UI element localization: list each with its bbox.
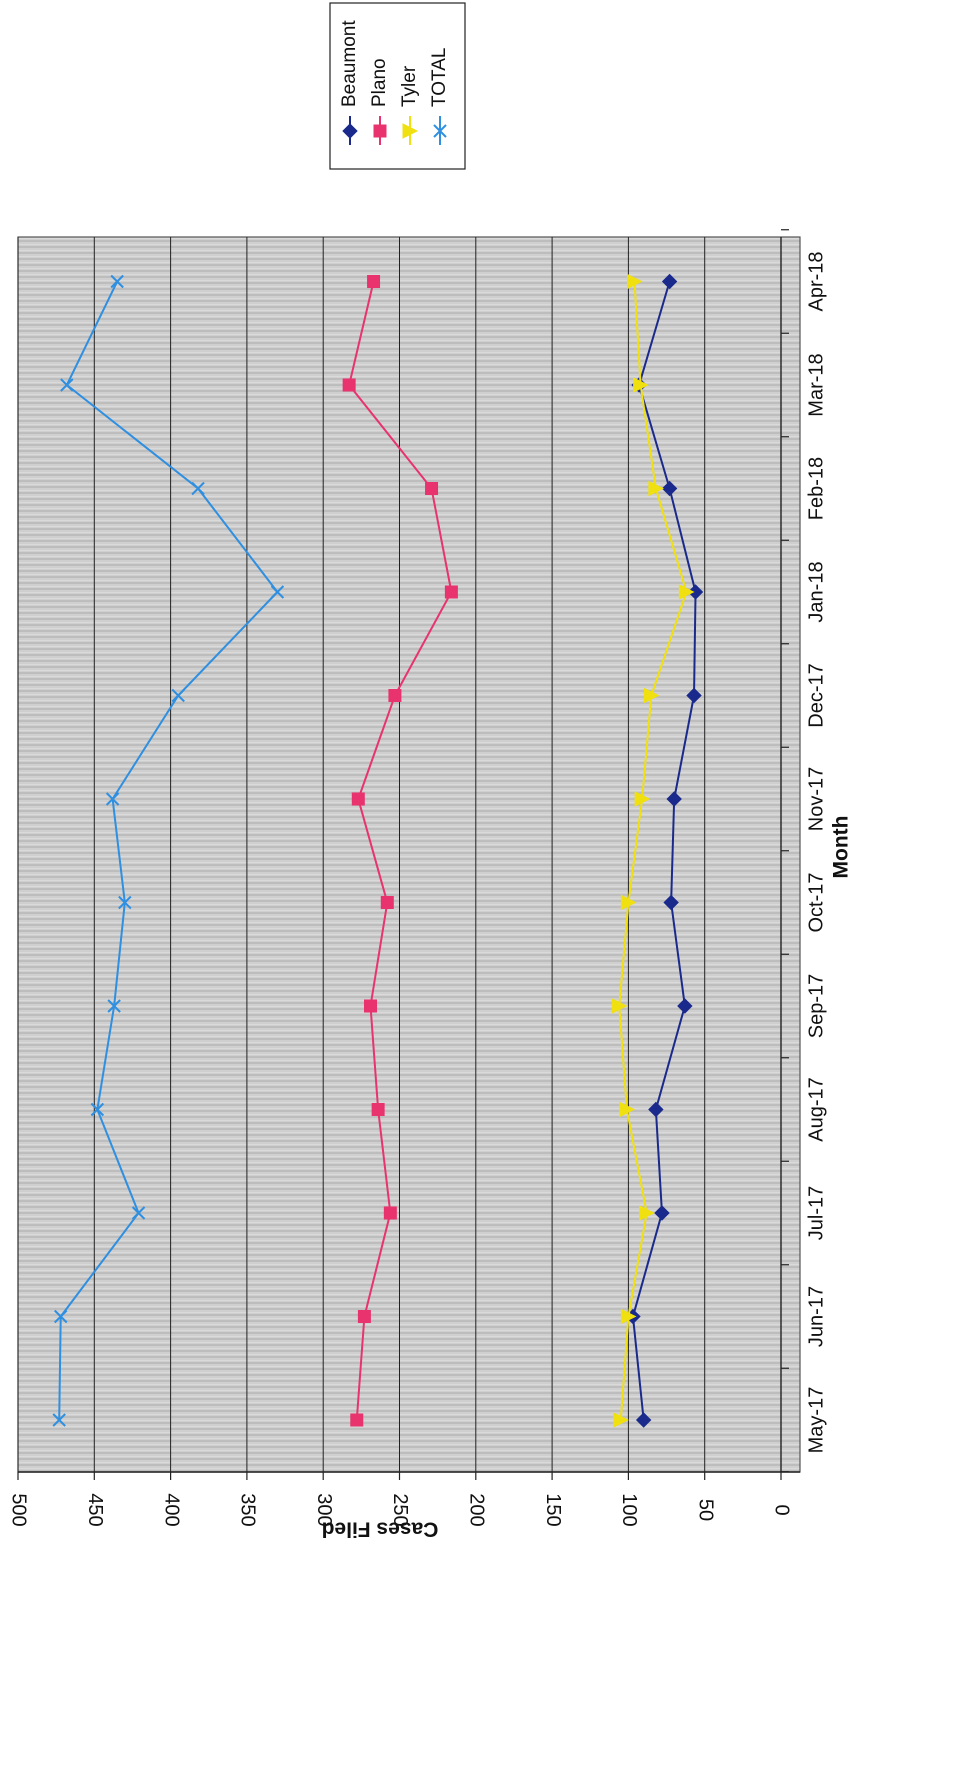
- data-point-tyler: [619, 1101, 635, 1118]
- data-point-tyler: [639, 1205, 655, 1221]
- data-point-total: [110, 274, 124, 289]
- series-line-plano: [348, 281, 453, 1421]
- data-point-tyler: [643, 687, 660, 704]
- legend-label-total: TOTAL: [429, 48, 450, 107]
- legend-item-total: TOTAL: [429, 48, 450, 145]
- data-point-total: [90, 1102, 105, 1117]
- data-point-total: [131, 1206, 146, 1220]
- data-point-beaumont: [661, 273, 678, 290]
- data-point-beaumont: [687, 584, 704, 600]
- series: [52, 273, 704, 1428]
- value-tick-label: 450: [84, 1493, 106, 1526]
- data-point-tyler: [678, 584, 695, 600]
- category-tick-label: Sep-17: [805, 974, 827, 1039]
- data-point-tyler: [634, 791, 651, 807]
- legend-label-plano: Plano: [369, 58, 390, 107]
- legend-label-beaumont: Beaumont: [339, 20, 360, 107]
- value-tick-label: 200: [466, 1493, 488, 1526]
- category-tick-label: Jan-18: [805, 561, 827, 622]
- data-point-beaumont: [635, 1412, 652, 1428]
- data-point-total: [60, 378, 74, 392]
- data-point-plano: [371, 1103, 385, 1116]
- data-point-total: [171, 688, 185, 703]
- category-tick-label: Dec-17: [805, 663, 827, 727]
- grid-lines: [17, 237, 706, 1472]
- data-point-plano: [364, 999, 378, 1013]
- legend-item-plano: Plano: [369, 58, 390, 145]
- value-tick-label: 100: [618, 1493, 640, 1526]
- data-point-total: [52, 1413, 66, 1427]
- data-point-beaumont: [666, 791, 682, 807]
- category-tick-label: Aug-17: [805, 1077, 827, 1142]
- data-point-total: [191, 481, 205, 496]
- data-point-tyler: [633, 377, 649, 393]
- data-point-beaumont: [661, 480, 678, 497]
- category-tick-label: Nov-17: [805, 767, 827, 831]
- value-tick-label: 500: [8, 1493, 30, 1526]
- legend: Beaumont Plano Tyler TOTAL: [329, 2, 466, 170]
- value-tick-label: 0: [771, 1504, 793, 1515]
- series-total: [52, 274, 285, 1427]
- data-point-plano: [388, 689, 402, 702]
- axes: 0 50 100 150 200 250 300 350 400 450 500 May-17 Jun-…: [8, 229, 827, 1527]
- legend-box: [329, 2, 466, 170]
- value-tick-label: 250: [389, 1493, 411, 1526]
- legend-marker-beaumont: [342, 123, 358, 139]
- category-tick-label: Oct-17: [805, 872, 827, 932]
- series-line-tyler: [618, 281, 688, 1421]
- value-tick-label: 350: [237, 1493, 259, 1526]
- data-point-tyler: [611, 998, 628, 1014]
- data-point-tyler: [620, 894, 637, 911]
- value-tick-label: 300: [313, 1493, 335, 1526]
- category-tick-label: May-17: [805, 1387, 827, 1454]
- data-point-plano: [383, 1206, 397, 1220]
- data-point-tyler: [627, 273, 643, 290]
- plot-area: [17, 236, 801, 1473]
- data-point-beaumont: [654, 1205, 670, 1221]
- series-line-beaumont: [631, 281, 697, 1421]
- data-point-total: [105, 792, 120, 806]
- data-point-plano: [367, 275, 381, 288]
- data-point-plano: [357, 1310, 371, 1323]
- data-point-plano: [425, 482, 439, 495]
- data-point-total: [118, 895, 132, 910]
- data-point-tyler: [613, 1412, 629, 1428]
- series-plano: [342, 275, 458, 1427]
- data-point-tyler: [648, 480, 664, 497]
- data-point-beaumont: [648, 1101, 664, 1118]
- category-tick-label: Feb-18: [805, 457, 827, 520]
- legend-label-tyler: Tyler: [399, 65, 420, 107]
- data-point-total: [270, 585, 285, 599]
- value-tick-label: 400: [160, 1493, 182, 1526]
- y-axis-title: Cases Filed: [322, 1517, 439, 1540]
- legend-marker-total: [433, 124, 447, 138]
- series-tyler: [611, 273, 695, 1428]
- data-point-plano: [444, 585, 458, 599]
- value-tick-label: 50: [694, 1499, 716, 1521]
- data-point-beaumont: [677, 998, 693, 1014]
- legend-item-tyler: Tyler: [399, 65, 420, 145]
- category-tick-label: Jul-17: [805, 1186, 827, 1240]
- data-point-beaumont: [663, 894, 679, 911]
- data-point-total: [107, 999, 121, 1013]
- category-tick-label: Apr-18: [805, 251, 827, 311]
- data-point-plano: [342, 378, 356, 392]
- data-point-plano: [380, 896, 394, 909]
- series-line-total: [58, 281, 279, 1421]
- legend-item-beaumont: Beaumont: [339, 20, 360, 145]
- value-tick-label: 150: [542, 1493, 564, 1526]
- data-point-total: [54, 1309, 68, 1324]
- data-point-plano: [350, 1413, 364, 1427]
- category-tick-label: Jun-17: [805, 1286, 827, 1347]
- data-point-beaumont: [686, 687, 702, 704]
- legend-marker-tyler: [402, 123, 419, 139]
- category-tick-label: Mar-18: [805, 353, 827, 416]
- x-axis-title: Month: [830, 816, 853, 879]
- data-point-plano: [351, 792, 365, 806]
- data-point-tyler: [620, 1308, 637, 1325]
- legend-marker-plano: [373, 124, 387, 138]
